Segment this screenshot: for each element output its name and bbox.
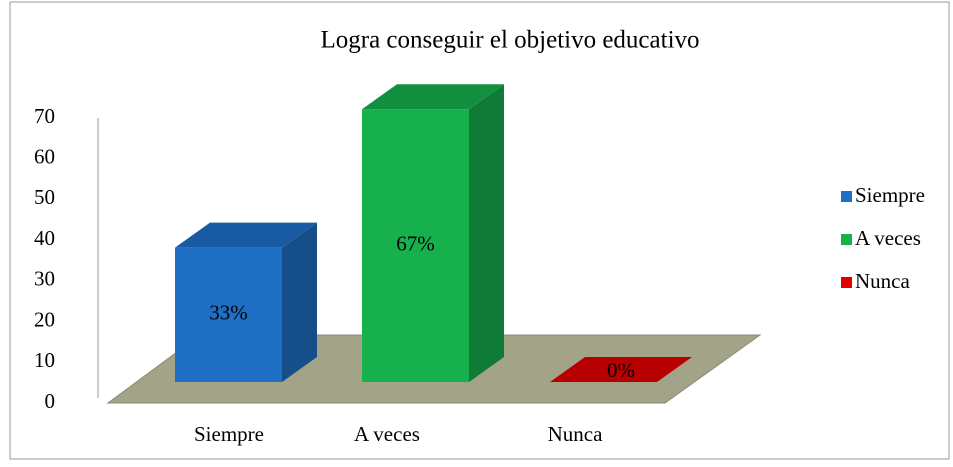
legend-label: Siempre [855,183,925,207]
x-tick-label: Siempre [194,422,264,446]
bar-side [282,222,317,382]
legend-swatch [841,234,852,245]
y-tick-label: 0 [45,389,56,413]
bar [362,109,469,382]
value-label: 67% [396,231,435,255]
y-tick-label: 50 [34,185,55,209]
y-tick-label: 10 [34,348,55,372]
bar-top [362,84,504,110]
value-label: 33% [209,301,248,325]
bar-top [175,222,317,248]
value-label: 0% [607,358,635,382]
legend-swatch [841,191,852,202]
legend-label: Nunca [855,269,910,293]
legend-label: A veces [855,226,921,250]
chart-title: Logra conseguir el objetivo educativo [320,27,699,54]
bar-top [550,357,692,382]
y-tick-label: 20 [34,307,55,331]
x-tick-label: A veces [354,422,420,446]
y-tick-label: 30 [34,267,55,291]
y-tick-label: 60 [34,145,55,169]
y-tick-label: 40 [34,226,55,250]
bar-side [469,84,504,382]
bar [175,247,282,382]
x-tick-label: Nunca [548,422,603,446]
legend-swatch [841,277,852,288]
y-tick-label: 70 [34,104,55,128]
